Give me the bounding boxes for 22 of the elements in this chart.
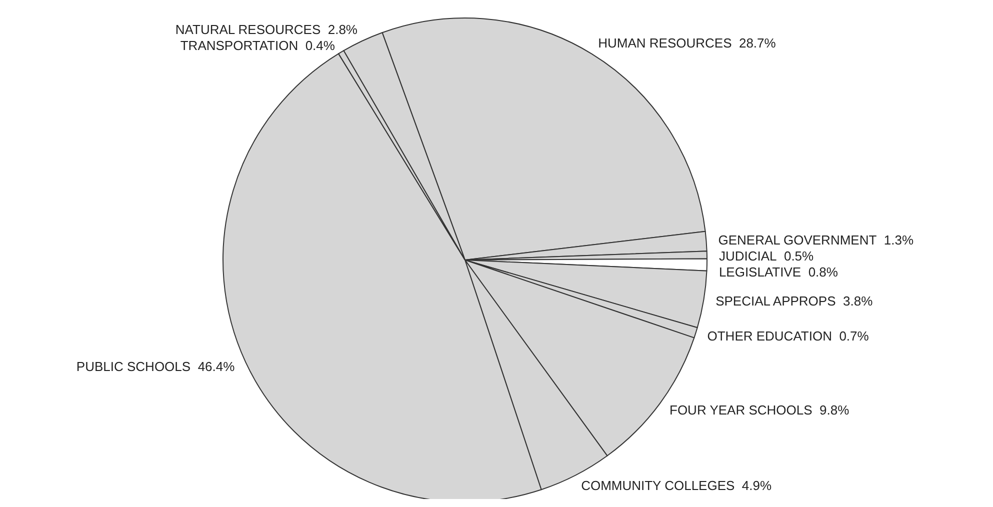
slice-label: SPECIAL APPROPS [716,293,836,308]
slice-label: HUMAN RESOURCES [598,36,732,51]
data-label: 1.3% [884,232,914,248]
data-label: 4.9% [742,478,772,493]
slice-label: OTHER EDUCATION [707,328,832,344]
data-label: 46.4% [198,359,235,374]
data-label: 0.7% [839,328,869,344]
slice-label: JUDICIAL [718,248,777,264]
data-label: 0.4% [305,38,335,53]
data-label: 0.5% [784,248,814,264]
slice-label: LEGISLATIVE [718,264,802,280]
slice-label: FOUR YEAR SCHOOLS [670,402,812,418]
slice-label: GENERAL GOVERNMENT [718,232,877,248]
slice-label: COMMUNITY COLLEGES [581,478,735,493]
slice-label: NATURAL RESOURCES [175,22,321,37]
data-label: 2.8% [328,22,358,37]
data-label: 0.8% [808,264,838,280]
slice-label: PUBLIC SCHOOLS [76,359,191,374]
data-label: 3.8% [843,293,873,308]
data-label: 28.7% [738,36,776,51]
data-label: 9.8% [820,402,850,418]
slice-label: TRANSPORTATION [180,38,298,53]
